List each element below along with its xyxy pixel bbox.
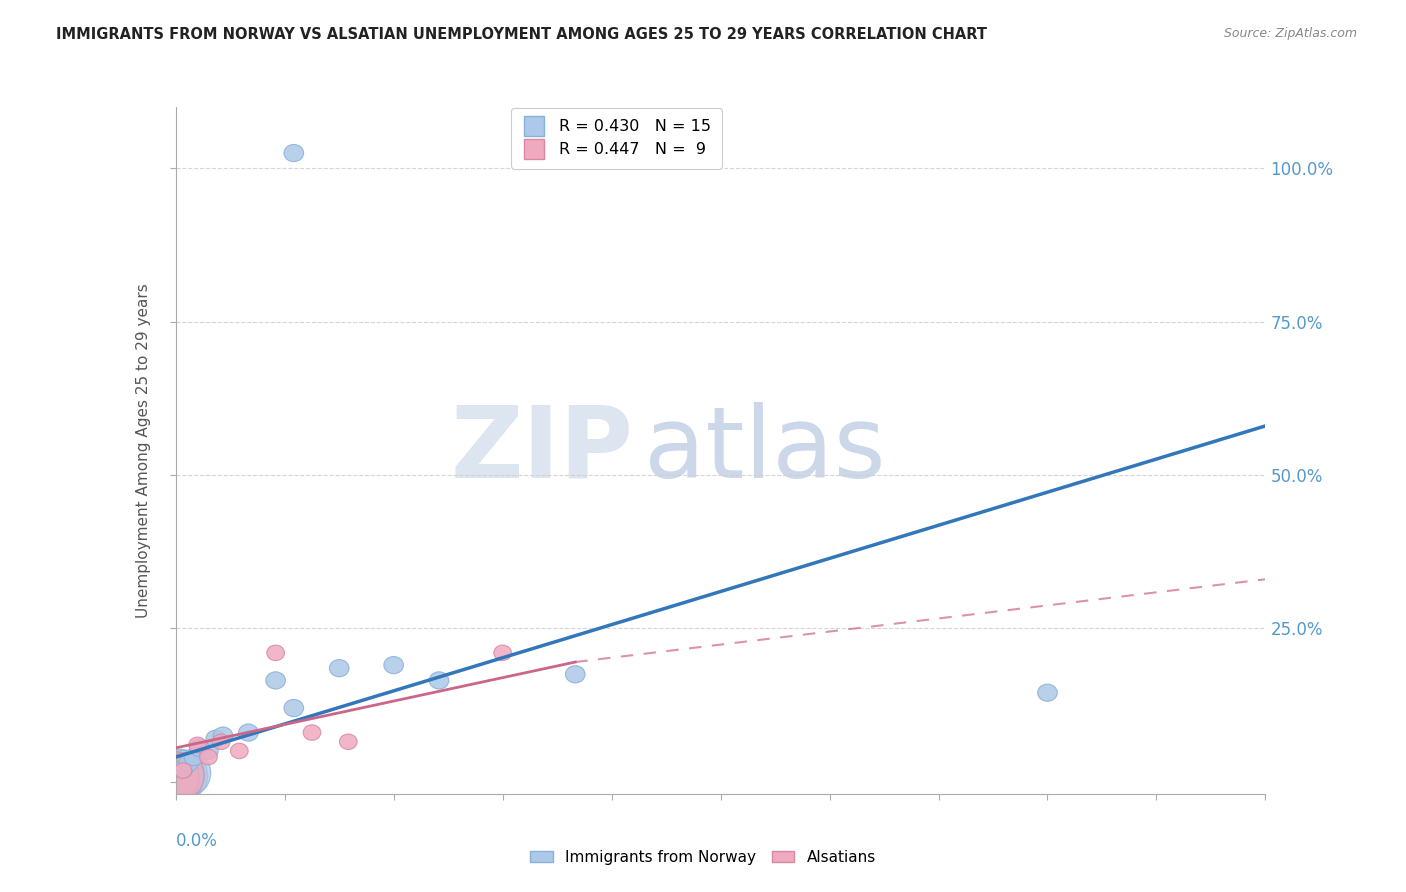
Ellipse shape [266, 672, 285, 689]
Ellipse shape [429, 672, 449, 689]
Legend: Immigrants from Norway, Alsatians: Immigrants from Norway, Alsatians [524, 844, 882, 871]
Ellipse shape [384, 657, 404, 673]
Ellipse shape [494, 645, 512, 661]
Ellipse shape [329, 659, 349, 677]
Ellipse shape [174, 763, 191, 779]
Text: ZIP: ZIP [450, 402, 633, 499]
Y-axis label: Unemployment Among Ages 25 to 29 years: Unemployment Among Ages 25 to 29 years [136, 283, 152, 618]
Ellipse shape [239, 724, 259, 741]
Ellipse shape [284, 699, 304, 716]
Ellipse shape [304, 725, 321, 740]
Ellipse shape [188, 737, 207, 753]
Text: 0.0%: 0.0% [176, 831, 218, 850]
Ellipse shape [179, 755, 198, 772]
Ellipse shape [176, 753, 211, 794]
Text: IMMIGRANTS FROM NORWAY VS ALSATIAN UNEMPLOYMENT AMONG AGES 25 TO 29 YEARS CORREL: IMMIGRANTS FROM NORWAY VS ALSATIAN UNEMP… [56, 27, 987, 42]
Ellipse shape [339, 734, 357, 749]
Ellipse shape [157, 752, 200, 801]
Legend: R = 0.430   N = 15, R = 0.447   N =  9: R = 0.430 N = 15, R = 0.447 N = 9 [510, 108, 721, 169]
Ellipse shape [190, 739, 209, 756]
Ellipse shape [1038, 684, 1057, 701]
Ellipse shape [166, 753, 204, 798]
Ellipse shape [267, 645, 284, 661]
Text: atlas: atlas [644, 402, 886, 499]
Ellipse shape [163, 750, 204, 798]
Ellipse shape [184, 748, 204, 765]
Ellipse shape [214, 727, 233, 744]
Ellipse shape [200, 749, 218, 764]
Ellipse shape [284, 145, 304, 161]
Ellipse shape [565, 665, 585, 683]
Ellipse shape [212, 734, 231, 749]
Ellipse shape [231, 743, 247, 759]
Ellipse shape [198, 742, 218, 760]
Ellipse shape [205, 730, 225, 747]
Text: Source: ZipAtlas.com: Source: ZipAtlas.com [1223, 27, 1357, 40]
Ellipse shape [156, 749, 202, 805]
Ellipse shape [173, 761, 193, 778]
Ellipse shape [169, 753, 208, 797]
